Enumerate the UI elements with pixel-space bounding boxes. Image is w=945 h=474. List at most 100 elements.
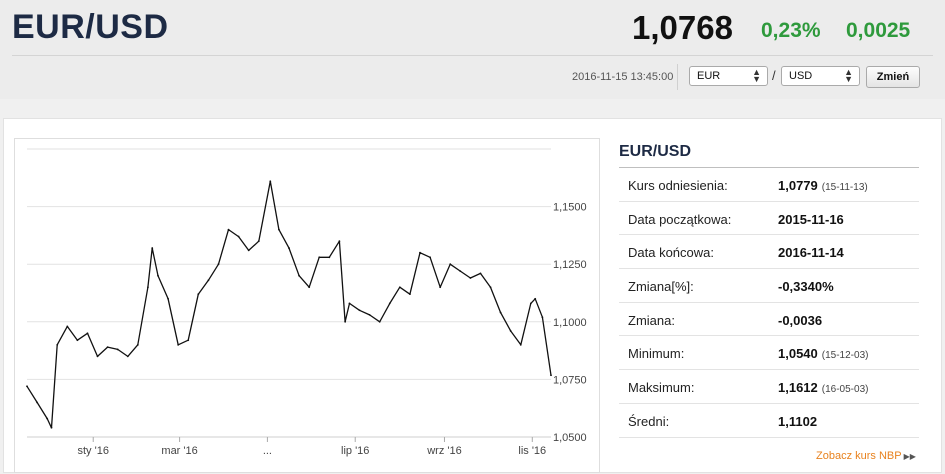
rate-data-point xyxy=(126,355,129,358)
y-tick-label: 1,1500 xyxy=(553,202,587,214)
rate-data-point xyxy=(328,256,331,259)
rate-data-point xyxy=(187,339,190,342)
rate-data-point xyxy=(151,247,154,249)
rate-data-point xyxy=(429,256,431,259)
rate-data-point xyxy=(86,332,89,335)
info-row: Zmiana: -0,0036 xyxy=(619,303,919,337)
rate-data-point xyxy=(247,249,250,252)
info-row-value: 1,0540 (15-12-03) xyxy=(778,346,868,361)
info-row: Maksimum: 1,1612 (16-05-03) xyxy=(619,370,919,404)
rate-data-point xyxy=(388,302,391,305)
rate-data-point xyxy=(227,228,230,231)
to-currency-value: USD xyxy=(789,70,813,82)
rate-data-point xyxy=(469,277,472,279)
rate-data-point xyxy=(398,286,401,289)
x-tick-label: lip '16 xyxy=(341,445,369,457)
info-row-label: Data końcowa: xyxy=(628,245,714,261)
select-arrows-icon: ▲ ▼ xyxy=(752,67,761,84)
currency-separator: / xyxy=(772,68,776,83)
quote-timestamp: 2016-11-15 13:45:00 xyxy=(572,71,674,83)
info-row: Data końcowa: 2016-11-14 xyxy=(619,235,919,270)
change-pair-button[interactable]: Zmień xyxy=(866,66,920,88)
rate-data-point xyxy=(489,286,492,289)
select-arrows-icon: ▲ ▼ xyxy=(844,67,853,84)
info-row-value-text: 1,1612 xyxy=(778,380,818,396)
rate-data-point xyxy=(449,263,452,266)
rate-data-point xyxy=(419,251,421,254)
info-row-value: 2016-11-14 xyxy=(778,245,848,260)
info-row-value: 2015-11-16 xyxy=(778,212,848,227)
y-tick-label: 1,0500 xyxy=(553,432,587,444)
y-tick-label: 1,0750 xyxy=(553,374,587,386)
rate-data-point xyxy=(368,313,371,316)
rate-data-point xyxy=(96,355,99,358)
change-percent: 0,23% xyxy=(761,19,821,42)
info-row-label: Zmiana[%]: xyxy=(628,279,694,295)
rate-data-point xyxy=(534,297,537,300)
info-row-label: Data początkowa: xyxy=(628,211,732,227)
rate-series-line xyxy=(26,180,552,429)
rate-data-point xyxy=(308,286,311,289)
rate-data-point xyxy=(298,274,300,277)
info-row: Kurs odniesienia: 1,0779 (15-11-13) xyxy=(619,168,919,202)
info-row: Zmiana[%]: -0,3340% xyxy=(619,269,919,303)
rate-data-point xyxy=(338,240,341,243)
info-row-value: 1,0779 (15-11-13) xyxy=(778,178,868,193)
x-tick-label: mar '16 xyxy=(161,445,197,457)
rate-data-point xyxy=(378,320,381,323)
rate-data-point xyxy=(278,228,280,231)
rate-data-point xyxy=(509,330,512,332)
rate-data-point xyxy=(26,385,28,388)
toolbar-divider xyxy=(677,64,678,90)
rate-data-point xyxy=(147,286,149,289)
info-row-value: -0,3340% xyxy=(778,279,838,294)
double-arrow-icon: ▶▶ xyxy=(903,452,916,461)
info-row-value-text: 1,0540 xyxy=(778,346,818,362)
from-currency-select[interactable]: EUR ▲ ▼ xyxy=(689,66,768,86)
info-title: EUR/USD xyxy=(619,139,919,168)
info-row-label: Maksimum: xyxy=(628,380,695,396)
info-row-value-text: 1,1102 xyxy=(778,413,818,429)
info-row-date: (16-05-03) xyxy=(821,384,869,396)
info-row: Minimum: 1,0540 (15-12-03) xyxy=(619,336,919,371)
rate-chart: 1,0500 1,0750 1,1000 1,1250 1,1500 sty '16 mar… xyxy=(14,138,600,473)
current-rate: 1,0768 xyxy=(632,9,733,46)
rate-data-point xyxy=(157,274,159,277)
rate-data-point xyxy=(344,320,347,323)
rate-data-point xyxy=(409,293,411,296)
info-row: Data początkowa: 2015-11-16 xyxy=(619,202,919,236)
nbp-link-label: Zobacz kurs NBP xyxy=(816,450,902,462)
info-row-value-text: -0,3340% xyxy=(778,279,834,295)
x-tick-label: wrz '16 xyxy=(426,445,462,457)
y-tick-label: 1,1000 xyxy=(553,317,587,329)
rate-data-point xyxy=(177,343,180,346)
rate-data-point xyxy=(529,302,532,305)
x-tick-label: sty '16 xyxy=(77,445,108,457)
to-currency-select[interactable]: USD ▲ ▼ xyxy=(781,66,860,86)
rate-data-point xyxy=(499,311,502,314)
rate-data-point xyxy=(439,286,442,289)
rate-data-point xyxy=(358,309,361,312)
rate-data-point xyxy=(36,401,38,404)
rate-data-point xyxy=(269,180,272,183)
rate-data-point xyxy=(519,343,522,346)
rate-data-point xyxy=(348,302,351,305)
y-tick-label: 1,1250 xyxy=(553,259,587,271)
info-row-value: -0,0036 xyxy=(778,313,826,328)
rate-data-point xyxy=(106,346,109,349)
rate-data-point xyxy=(66,325,69,328)
rate-data-point xyxy=(136,343,139,346)
info-row-label: Minimum: xyxy=(628,346,685,362)
rate-data-point xyxy=(46,417,49,420)
info-table: EUR/USD Kurs odniesienia: 1,0779 (15-11-13… xyxy=(619,139,919,438)
rate-data-point xyxy=(237,235,240,238)
info-row-date: (15-11-13) xyxy=(821,182,868,193)
rate-data-point xyxy=(76,339,79,342)
header-divider xyxy=(12,55,933,56)
info-row-date: (15-12-03) xyxy=(821,350,869,362)
rate-data-point xyxy=(318,256,321,259)
nbp-link[interactable]: Zobacz kurs NBP ▶▶ xyxy=(816,450,916,462)
from-currency-value: EUR xyxy=(697,70,721,82)
rate-data-point xyxy=(56,343,59,346)
info-row: Średni: 1,1102 xyxy=(619,404,919,438)
